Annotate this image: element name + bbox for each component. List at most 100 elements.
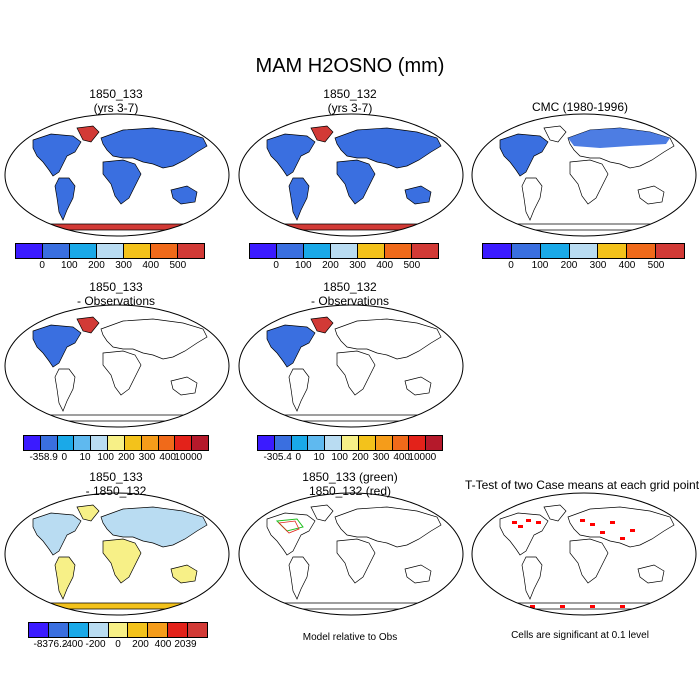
colorbar-swatch bbox=[483, 244, 512, 258]
snow-cover-eurasia bbox=[568, 128, 670, 148]
colorbar-abs-3 bbox=[482, 243, 685, 259]
colorbar-abs-2 bbox=[249, 243, 439, 259]
continent-samerica bbox=[54, 177, 76, 221]
map-panel-bias-133 bbox=[3, 303, 231, 430]
continent-australia bbox=[637, 185, 665, 205]
map-panel-contour bbox=[237, 491, 465, 618]
continent-greenland bbox=[76, 504, 100, 522]
panel-title-line1: 1850_133 bbox=[89, 87, 143, 101]
significant-cell bbox=[560, 605, 565, 608]
continent-australia bbox=[404, 185, 432, 205]
colorbar-swatch bbox=[151, 244, 178, 258]
colorbar-tick-label: 500 bbox=[647, 260, 665, 271]
colorbar-swatch bbox=[511, 244, 541, 258]
note-significance: Cells are significant at 0.1 level bbox=[511, 630, 649, 641]
continent-namerica bbox=[32, 324, 82, 368]
colorbar-swatch bbox=[108, 436, 125, 450]
note-model-relative: Model relative to Obs bbox=[302, 632, 398, 643]
continent-greenland bbox=[76, 125, 100, 143]
map-content bbox=[30, 316, 208, 422]
world-map-svg bbox=[238, 113, 464, 237]
colorbar-swatch bbox=[412, 244, 438, 258]
continent-greenland bbox=[76, 316, 100, 334]
colorbar-tick-label: 0 bbox=[273, 260, 279, 271]
panel-title-p3: CMC (1980-1996) bbox=[470, 100, 690, 114]
colorbar-bias-2 bbox=[257, 435, 443, 451]
colorbar-swatch bbox=[158, 436, 176, 450]
panel-title-p8: T-Test of two Case means at each grid po… bbox=[464, 478, 700, 492]
continent-eurasia bbox=[334, 318, 442, 360]
panel-title-p1: 1850_133 (yrs 3-7) bbox=[6, 87, 226, 115]
colorbar-tick-label: 500 bbox=[403, 260, 421, 271]
continent-africa bbox=[102, 350, 142, 396]
significant-cell bbox=[610, 521, 615, 524]
contour-red bbox=[278, 520, 300, 534]
colorbar-tick-label: -200 bbox=[85, 639, 106, 650]
continent-eurasia bbox=[334, 127, 442, 169]
continent-eurasia bbox=[100, 318, 208, 360]
colorbar-swatch bbox=[168, 623, 189, 637]
colorbar-tick-label: 0 bbox=[295, 452, 302, 463]
colorbar-bias-1 bbox=[23, 435, 209, 451]
colorbar-swatch bbox=[291, 436, 309, 450]
colorbar-swatch bbox=[308, 436, 326, 450]
continent-samerica bbox=[288, 177, 310, 221]
colorbar-swatch bbox=[358, 244, 385, 258]
colorbar-tick-label: 100 bbox=[294, 260, 312, 271]
panel-title-p5: 1850_132 - Observations bbox=[240, 280, 460, 308]
world-map-svg bbox=[4, 304, 230, 428]
colorbar-swatch bbox=[97, 244, 124, 258]
continent-namerica bbox=[499, 512, 549, 556]
significant-cell bbox=[536, 521, 541, 524]
continent-africa bbox=[336, 350, 376, 396]
colorbar-tick-label: -400 bbox=[62, 639, 84, 650]
panel-title-p4: 1850_133 - Observations bbox=[6, 280, 226, 308]
panel-title-line2: (yrs 3-7) bbox=[327, 101, 373, 115]
panel-title-line1: T-Test of two Case means at each grid po… bbox=[464, 478, 700, 492]
continent-australia bbox=[637, 564, 665, 584]
colorbar-swatch bbox=[68, 623, 89, 637]
panel-title-line1: 1850_133 (green) bbox=[302, 470, 398, 484]
colorbar-tick-label: 300 bbox=[372, 452, 390, 463]
colorbar-swatch bbox=[88, 623, 109, 637]
map-content bbox=[264, 125, 442, 231]
colorbar-tick-label: 2039 bbox=[174, 639, 197, 650]
significant-cell bbox=[590, 523, 595, 526]
colorbar-swatch bbox=[141, 436, 159, 450]
continent-australia bbox=[404, 376, 432, 396]
colorbar-tick-label: 10 bbox=[313, 452, 325, 463]
colorbar-swatch bbox=[74, 436, 92, 450]
world-map-svg bbox=[238, 492, 464, 616]
significant-cell bbox=[512, 521, 517, 524]
continent-eurasia bbox=[567, 506, 675, 548]
continent-australia bbox=[170, 564, 198, 584]
map-border bbox=[471, 492, 697, 616]
panel-title-line2: (yrs 3-7) bbox=[93, 101, 139, 115]
colorbar-swatch bbox=[274, 436, 292, 450]
colorbar-swatch bbox=[656, 244, 685, 258]
continent-samerica bbox=[288, 556, 310, 600]
colorbar-swatch bbox=[540, 244, 570, 258]
world-map-svg bbox=[471, 113, 697, 237]
panel-title-line1: 1850_133 bbox=[89, 280, 143, 294]
colorbar-tick-label: 0 bbox=[61, 452, 68, 463]
continent-namerica bbox=[266, 324, 316, 368]
colorbar-tick-label: 400 bbox=[154, 639, 172, 650]
continent-eurasia bbox=[567, 127, 675, 169]
colorbar-swatch bbox=[569, 244, 599, 258]
colorbar-swatch bbox=[43, 244, 70, 258]
colorbar-ticks-2: 0 100 200 300 400 500 bbox=[249, 260, 439, 274]
panel-title-p6: 1850_133 - 1850_132 bbox=[6, 470, 226, 498]
continent-samerica bbox=[54, 556, 76, 600]
significant-cell bbox=[580, 519, 585, 522]
map-content bbox=[264, 504, 442, 610]
colorbar-swatch bbox=[192, 436, 208, 450]
colorbar-swatch bbox=[375, 436, 393, 450]
colorbar-ticks-diff: -8376.2 -400 -200 0 200 400 2039 bbox=[28, 639, 208, 653]
colorbar-swatch bbox=[426, 436, 442, 450]
continent-namerica bbox=[32, 512, 82, 556]
map-border bbox=[4, 304, 230, 428]
continent-namerica bbox=[266, 133, 316, 177]
significant-cell bbox=[600, 531, 605, 534]
colorbar-swatch bbox=[124, 436, 142, 450]
